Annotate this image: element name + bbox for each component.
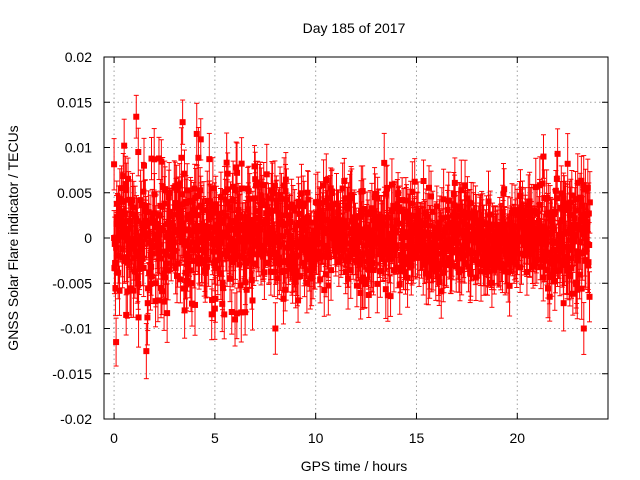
data-point-outlier <box>121 118 128 173</box>
data-point <box>116 265 123 316</box>
data-point-outlier <box>584 237 591 294</box>
data-point <box>135 287 142 348</box>
x-axis-label: GPS time / hours <box>301 458 408 474</box>
data-point-outlier <box>381 132 388 193</box>
data-point-outlier <box>217 171 224 223</box>
data-point <box>221 289 228 340</box>
y-axis-label: GNSS Solar Flare indicator / TECUs <box>5 125 21 350</box>
data-points <box>111 94 593 380</box>
data-point <box>229 237 236 288</box>
data-point-outlier <box>211 277 218 340</box>
data-point <box>228 289 235 335</box>
data-point <box>140 238 147 298</box>
data-point-outlier <box>179 99 186 145</box>
data-point <box>141 137 148 194</box>
data-point-outlier <box>234 142 241 204</box>
y-tick-label: -0.01 <box>60 321 92 337</box>
x-tick-label: 5 <box>211 430 219 446</box>
data-point-outlier <box>564 133 571 195</box>
data-point <box>164 283 171 343</box>
data-point <box>569 271 576 316</box>
data-point-outlier <box>232 292 239 347</box>
y-tick-label: 0.02 <box>65 49 92 65</box>
data-point-outlier <box>554 128 561 180</box>
data-point <box>111 138 118 191</box>
data-point-outlier <box>123 294 130 336</box>
y-tick-label: -0.015 <box>52 366 92 382</box>
data-point <box>586 171 593 234</box>
x-tick-label: 20 <box>509 430 525 446</box>
data-point <box>206 132 213 186</box>
x-tick-label: 15 <box>409 430 425 446</box>
data-point-outlier <box>143 323 150 380</box>
data-point-outlier <box>574 153 581 213</box>
data-point-outlier <box>522 194 529 237</box>
data-point-outlier <box>181 282 188 339</box>
y-tick-label: 0.01 <box>65 140 92 156</box>
data-point-outlier <box>197 118 204 161</box>
data-point-outlier <box>135 127 142 177</box>
data-point-outlier <box>242 288 249 336</box>
x-tick-label: 10 <box>308 430 324 446</box>
y-axis: -0.02 -0.015 -0.01 -0.005 0 0.005 0.01 0.015 0.0… <box>52 49 608 427</box>
data-point-outlier <box>580 302 587 355</box>
data-point-outlier <box>540 134 547 179</box>
data-point-outlier <box>209 157 216 220</box>
y-tick-label: 0.015 <box>57 94 92 110</box>
data-point <box>232 238 239 280</box>
chart-title: Day 185 of 2017 <box>303 20 406 36</box>
data-point-outlier <box>252 151 259 207</box>
x-axis: 0 5 10 15 20 <box>110 57 525 446</box>
data-point-outlier <box>272 302 279 355</box>
y-tick-label: 0.005 <box>57 185 92 201</box>
y-tick-label: -0.005 <box>52 275 92 291</box>
y-tick-label: 0 <box>84 230 92 246</box>
y-tick-label: -0.02 <box>60 411 92 427</box>
data-point-outlier <box>560 274 567 332</box>
data-point <box>387 275 394 317</box>
data-point-outlier <box>111 210 118 266</box>
data-point-outlier <box>193 102 200 166</box>
data-point-outlier <box>113 317 120 367</box>
x-tick-label: 0 <box>110 430 118 446</box>
